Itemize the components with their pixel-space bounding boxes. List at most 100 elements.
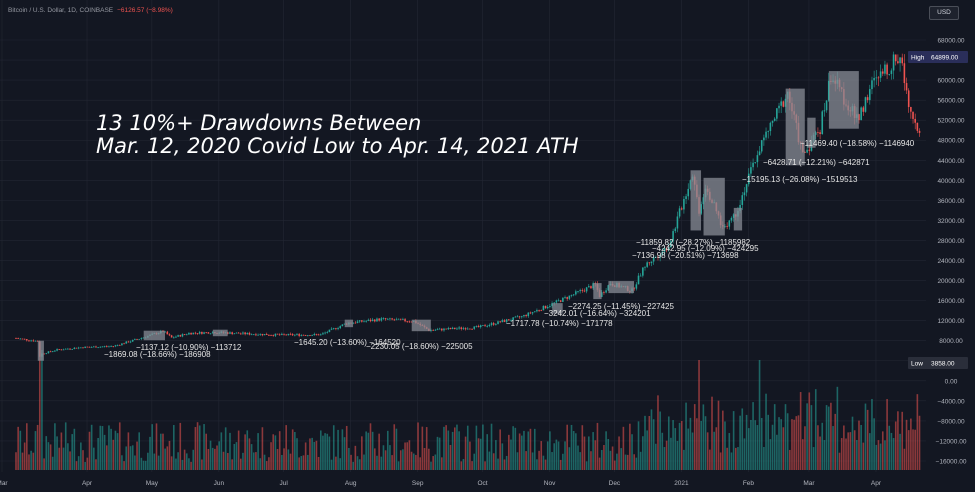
volume-bar xyxy=(490,423,493,470)
volume-bar xyxy=(773,404,776,470)
volume-bar xyxy=(410,451,413,470)
drawdown-box xyxy=(593,283,602,300)
time-axis[interactable]: Mar Apr May Jun Jul Aug Sep Oct Nov Dec 2021 Feb Mar… xyxy=(0,480,882,487)
volume-bar xyxy=(23,442,26,470)
volume-bar xyxy=(860,424,862,470)
candle-body xyxy=(778,105,780,109)
candle-body xyxy=(367,319,370,321)
candle-body xyxy=(879,71,882,78)
volume-bar xyxy=(853,430,856,470)
volume-bar xyxy=(339,458,342,470)
candle-body xyxy=(667,247,670,251)
volume-bar xyxy=(252,452,255,470)
currency-button[interactable]: USD xyxy=(929,6,959,20)
low-badge-bg xyxy=(908,357,968,369)
volume-bar xyxy=(402,449,404,470)
volume-bar xyxy=(270,442,272,470)
volume-bar xyxy=(611,446,614,470)
y-tick-label: 36000.00 xyxy=(937,198,964,205)
volume-bar xyxy=(80,442,82,470)
volume-bar xyxy=(555,439,558,470)
candle-body xyxy=(657,256,659,258)
candle-body xyxy=(177,335,179,337)
candle-body xyxy=(555,300,558,303)
volume-bar xyxy=(851,416,854,470)
volume-bar xyxy=(227,453,229,470)
candle-body xyxy=(289,333,292,335)
candle-body xyxy=(382,318,385,320)
volume-bar xyxy=(778,417,780,470)
volume-bar xyxy=(415,454,417,470)
candle-body xyxy=(28,340,30,342)
candle-body xyxy=(328,329,331,333)
candle-body xyxy=(806,149,808,153)
candle-body xyxy=(300,334,303,336)
volume-bar xyxy=(830,402,832,470)
volume-bar xyxy=(739,415,741,470)
y-tick-label: −16000.00 xyxy=(936,459,967,466)
volume-bar xyxy=(73,428,76,470)
candle-body xyxy=(464,328,467,330)
candle-body xyxy=(605,290,607,293)
candle-body xyxy=(255,334,257,336)
candle-body xyxy=(590,286,592,289)
volume-bar xyxy=(172,425,175,470)
volume-bar xyxy=(404,442,406,470)
y-tick-label: 28000.00 xyxy=(937,238,964,245)
candle-body xyxy=(369,319,372,322)
volume-bar xyxy=(877,440,880,470)
volume-bar xyxy=(676,440,679,470)
candle-body xyxy=(361,320,363,322)
volume-bar xyxy=(123,461,125,470)
candle-body xyxy=(603,292,605,294)
candle-body xyxy=(285,334,287,336)
volume-bar xyxy=(337,429,339,470)
volume-bar xyxy=(341,429,344,470)
volume-bar xyxy=(678,422,681,470)
volume-bar xyxy=(834,413,837,470)
volume-bar xyxy=(760,417,763,470)
volume-bar xyxy=(488,451,491,470)
volume-bar xyxy=(291,429,294,470)
volume-bar xyxy=(866,409,869,470)
candle-body xyxy=(652,257,655,262)
candle-body xyxy=(529,312,532,314)
candle-body xyxy=(242,332,244,334)
candle-body xyxy=(508,319,510,321)
volume-bar xyxy=(294,431,296,470)
candle-body xyxy=(536,310,538,312)
candle-body xyxy=(581,290,584,291)
y-tick-label: −12000.00 xyxy=(936,438,967,445)
volume-bar xyxy=(181,459,184,470)
volume-bar xyxy=(661,432,664,470)
candle-body xyxy=(551,303,553,307)
volume-bar xyxy=(605,431,607,470)
volume-bar xyxy=(600,449,603,470)
volume-bar xyxy=(767,414,770,470)
volume-bar xyxy=(304,442,307,470)
volume-bar xyxy=(248,438,251,470)
volume-bar xyxy=(464,436,467,470)
volume-bar xyxy=(715,427,718,470)
volume-bar xyxy=(272,434,275,470)
volume-bar xyxy=(916,394,919,470)
candle-body xyxy=(259,333,262,335)
candle-body xyxy=(58,349,61,350)
volume-bar xyxy=(572,431,575,470)
candle-body xyxy=(758,151,761,156)
x-tick-label: Mar xyxy=(803,480,815,487)
volume-bar xyxy=(64,422,67,470)
volume-bar xyxy=(793,419,795,470)
volume-bar xyxy=(257,433,259,470)
y-tick-label: 48000.00 xyxy=(937,138,964,145)
volume-bar xyxy=(330,459,333,470)
volume-bar xyxy=(361,436,363,470)
candle-body xyxy=(648,262,651,264)
volume-bar xyxy=(637,421,640,470)
volume-bar xyxy=(486,434,489,470)
price-axis[interactable]: 68000.0064000.0060000.0056000.0052000.00… xyxy=(936,38,967,466)
volume-bar xyxy=(432,456,434,470)
volume-bar xyxy=(441,457,443,470)
volume-bar xyxy=(289,453,292,470)
